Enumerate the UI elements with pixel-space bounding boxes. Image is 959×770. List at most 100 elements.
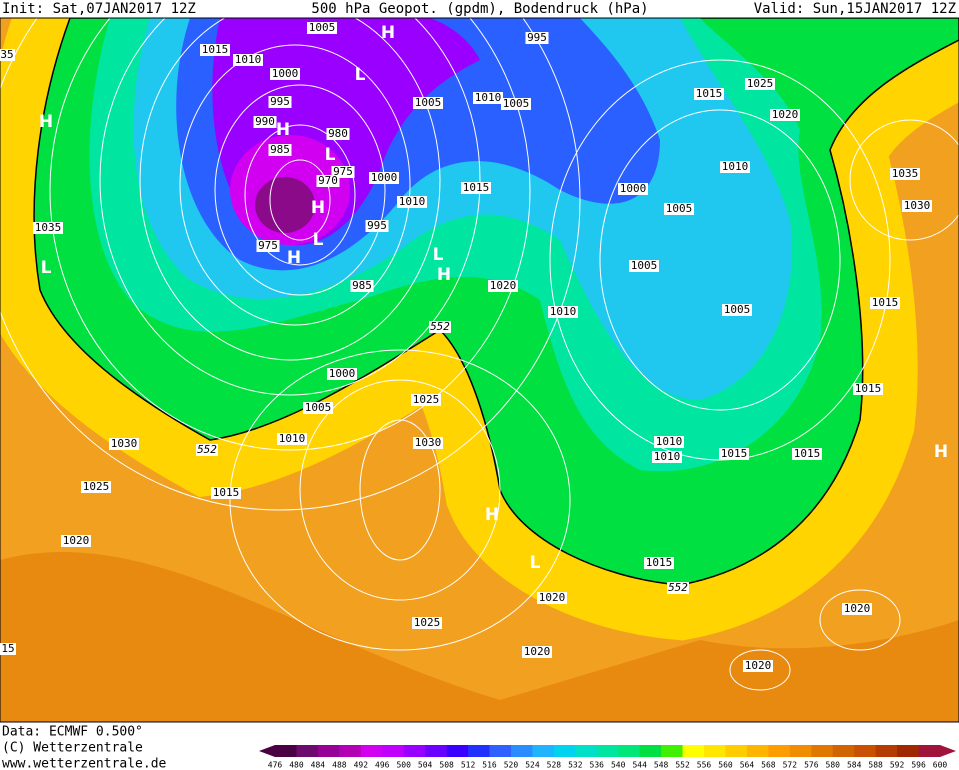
map-area (0, 18, 959, 722)
colorbar-swatch (618, 745, 641, 757)
isobar-label-box (473, 92, 503, 104)
isobar-label-box (890, 168, 920, 180)
colorbar-label: 548 (654, 761, 669, 770)
colorbar-swatch (575, 745, 598, 757)
colorbar-label: 504 (418, 761, 433, 770)
colorbar-swatch (382, 745, 405, 757)
isobars (0, 18, 959, 691)
isobar-label: 970 (318, 174, 338, 187)
colorbar-label: 536 (590, 761, 605, 770)
isobar-label-box (268, 144, 292, 156)
colorbar-swatch (875, 745, 898, 757)
isobar-label: 1015 (202, 43, 229, 56)
isobar-label: 1010 (722, 160, 749, 173)
colorbar-swatch (468, 745, 491, 757)
colorbar-swatch (832, 745, 855, 757)
isobar-label-box (350, 280, 374, 292)
colorbar-label: 576 (804, 761, 819, 770)
colorbar-label: 564 (740, 761, 755, 770)
copyright: (C) Wetterzentrale (2, 741, 143, 756)
isobar-label-box (369, 172, 399, 184)
colorbar-swatch (446, 745, 469, 757)
colorbar-swatch (275, 745, 297, 757)
isobar-label-box (211, 487, 241, 499)
colorbar-label: 572 (783, 761, 798, 770)
colorbar-label: 568 (761, 761, 776, 770)
colorbar-label: 524 (525, 761, 540, 770)
isobar-label: 1025 (83, 480, 110, 493)
isobar-label: 1035 (35, 221, 62, 234)
colorbar-label: 488 (332, 761, 347, 770)
isobar-label-box (618, 183, 648, 195)
isobar-label: 1015 (855, 382, 882, 395)
colorbar-label: 584 (847, 761, 862, 770)
pressure-center: L (41, 258, 52, 278)
isobar-label-box (33, 222, 63, 234)
isobar-label-box (397, 196, 427, 208)
colorbar-swatch (811, 745, 834, 757)
colorbar-label: 588 (868, 761, 883, 770)
isobar-label: 1005 (503, 97, 530, 110)
isobar-label: 1015 (213, 486, 240, 499)
isobar-label: 975 (333, 165, 353, 178)
isobar-label: 1000 (329, 367, 356, 380)
isobar-label-box (303, 402, 333, 414)
isobar-label-box (268, 96, 292, 108)
colorbar-swatch (553, 745, 576, 757)
pressure-center: H (311, 198, 325, 218)
colorbar-label: 552 (675, 761, 690, 770)
isobar-label: 985 (270, 143, 290, 156)
isobar-label: 1015 (646, 556, 673, 569)
isobar-label-box (548, 306, 578, 318)
field-core (255, 177, 315, 233)
isobar-label-box (365, 220, 389, 232)
valid-time: Valid: Sun,15JAN2017 12Z (754, 1, 956, 17)
isobar-label: 975 (258, 239, 278, 252)
colorbar-label: 484 (311, 761, 326, 770)
isobar-label-box (694, 88, 724, 100)
isobar-label-box (501, 98, 531, 110)
isobar-label-box (61, 535, 91, 547)
isobar-label: 1020 (524, 645, 551, 658)
isobar-label-box (256, 240, 280, 252)
isobar-label-box (411, 394, 441, 406)
colorbar-swatch (532, 745, 555, 757)
isobar-label-box (412, 617, 442, 629)
isobar-label: 995 (367, 219, 387, 232)
isobar-label: 1000 (620, 182, 647, 195)
isobar-label-box (488, 280, 518, 292)
pressure-center: H (39, 112, 53, 132)
isobar-label-box (720, 161, 750, 173)
colorbar-swatch (682, 745, 705, 757)
isobar-label: 1020 (844, 602, 871, 615)
isobar-label: 1005 (724, 303, 751, 316)
isobar-label: 1025 (414, 616, 441, 629)
isobar-label: 1015 (696, 87, 723, 100)
colorbar-label: 492 (354, 761, 369, 770)
colorbar-label: 560 (718, 761, 733, 770)
colorbar-swatch (789, 745, 812, 757)
pressure-center: L (530, 553, 541, 573)
isobar-label: 985 (352, 279, 372, 292)
contour-label-box (196, 444, 218, 456)
colorbar-label: 544 (632, 761, 647, 770)
init-time: Init: Sat,07JAN2017 12Z (2, 1, 196, 17)
isobar-label: 1035 (892, 167, 919, 180)
contour-label: 552 (197, 443, 217, 456)
isobar-label: 1005 (305, 401, 332, 414)
isobar-label-box (537, 592, 567, 604)
colorbar-end (940, 745, 956, 757)
isobar-label: 1015 (463, 181, 490, 194)
colorbar-swatch (360, 745, 383, 757)
isobar-label: 1025 (413, 393, 440, 406)
contour-label-box (667, 582, 689, 594)
map-frame (0, 17, 959, 723)
isobar-label-box (525, 32, 549, 44)
isobar-label: 1020 (745, 659, 772, 672)
isobar-label-box (770, 109, 800, 121)
isobar-label: 1010 (399, 195, 426, 208)
isobar-label-box (253, 116, 277, 128)
isobar-label-box (81, 481, 111, 493)
pressure-center: H (287, 248, 301, 268)
